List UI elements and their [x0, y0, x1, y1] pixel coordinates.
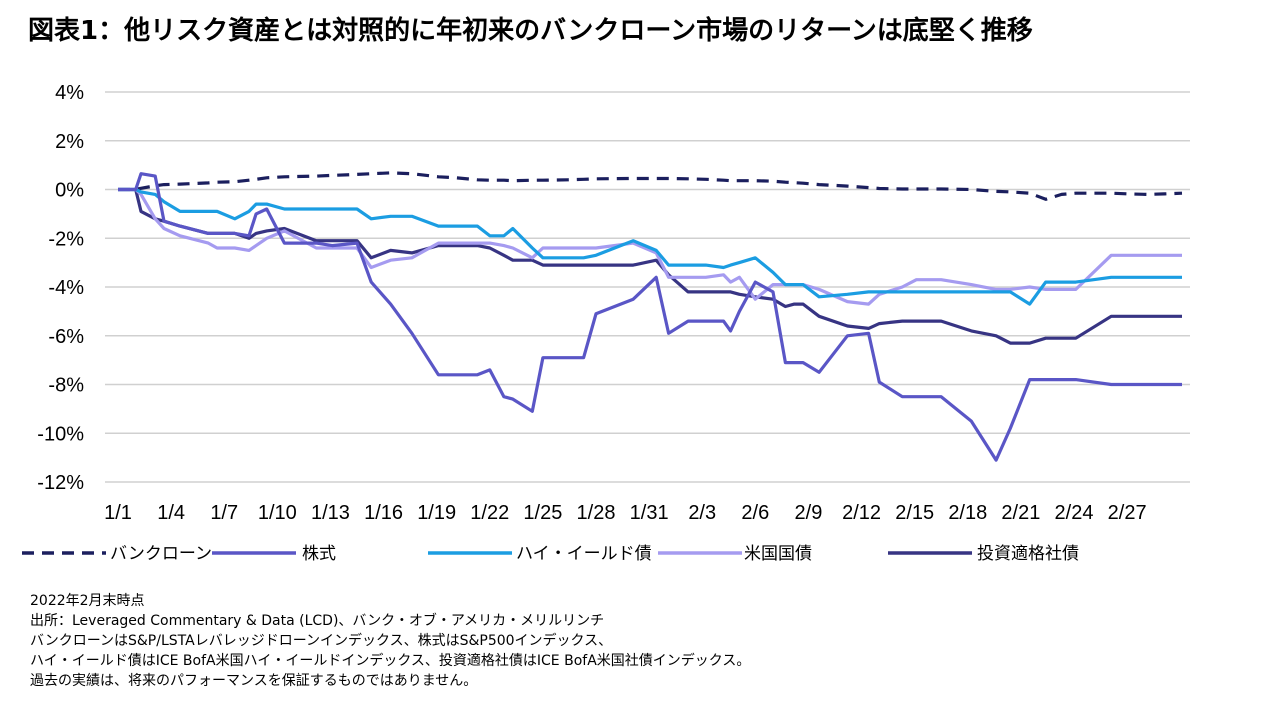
x-tick-label: 2/9	[795, 502, 823, 524]
series-line-bank-loan	[118, 171, 1183, 201]
legend-label-equity: 株式	[302, 544, 336, 564]
x-tick-label: 1/13	[311, 502, 350, 524]
y-tick-label: -12%	[37, 472, 84, 494]
legend-label-bank-loan: バンクローン	[110, 544, 212, 564]
series-lines	[118, 171, 1183, 462]
x-tick-label: 1/25	[523, 502, 562, 524]
disclaimer-note: 過去の実績は、将来のパフォーマンスを保証するものではありません。	[30, 673, 478, 689]
x-tick-label: 2/6	[741, 502, 769, 524]
x-tick-label: 2/12	[842, 502, 881, 524]
y-tick-label: 4%	[55, 82, 84, 104]
series-line-treasury	[118, 187, 1182, 306]
chart-title: 図表1：他リスク資産とは対照的に年初来のバンクローン市場のリターンは底堅く推移	[28, 16, 1033, 46]
x-tick-label: 1/22	[470, 502, 509, 524]
y-tick-label: -2%	[48, 228, 84, 250]
source-note: 出所：Leveraged Commentary & Data (LCD)、バンク…	[30, 613, 605, 629]
series-line-investment-grade	[118, 187, 1182, 345]
x-tick-label: 1/31	[630, 502, 669, 524]
index-note-1: バンクローンはS&P/LSTAレバレッジドローンインデックス、株式はS&P500…	[30, 633, 613, 649]
legend-label-investment-grade: 投資適格社債	[977, 544, 1079, 564]
x-tick-label: 1/10	[258, 502, 297, 524]
series-line-equity	[118, 172, 1182, 462]
x-tick-label: 2/24	[1055, 502, 1094, 524]
y-tick-label: -10%	[37, 423, 84, 445]
series-line-high-yield	[118, 187, 1182, 306]
x-tick-label: 1/28	[577, 502, 616, 524]
y-tick-label: -6%	[48, 326, 84, 348]
y-tick-label: 2%	[55, 131, 84, 153]
x-tick-label: 2/21	[1001, 502, 1040, 524]
x-tick-label: 2/15	[895, 502, 934, 524]
x-tick-label: 2/18	[948, 502, 987, 524]
y-axis-ticks: 4% 2% 0% -2% -4% -6% -8% -10% -12%	[37, 82, 84, 494]
x-tick-label: 1/4	[157, 502, 185, 524]
index-note-2: ハイ・イールド債はICE BofA米国ハイ・イールドインデックス、投資適格社債は…	[30, 653, 751, 669]
x-tick-label: 1/1	[104, 502, 132, 524]
y-tick-label: -8%	[48, 375, 84, 397]
x-tick-label: 1/7	[210, 502, 238, 524]
x-axis-ticks: 1/1 1/4 1/7 1/10 1/13 1/16 1/19 1/22 1/25 1/28 1/3…	[104, 502, 1146, 524]
y-tick-label: -4%	[48, 277, 84, 299]
x-tick-label: 2/27	[1108, 502, 1147, 524]
line-chart: 4% 2% 0% -2% -4% -6% -8% -10% -12% 1/1 1/4 1/7 1/10…	[22, 82, 1190, 564]
legend-label-treasury: 米国国債	[744, 544, 812, 564]
grid-lines	[105, 91, 1190, 483]
x-tick-label: 2/3	[688, 502, 716, 524]
legend-label-high-yield: ハイ・イールド債	[516, 544, 652, 564]
x-tick-label: 1/16	[364, 502, 403, 524]
x-tick-label: 1/19	[417, 502, 456, 524]
chart-notes: 2022年2月末時点 出所：Leveraged Commentary & Dat…	[30, 591, 750, 691]
as-of-note: 2022年2月末時点	[30, 593, 145, 609]
legend: バンクローン 株式 ハイ・イールド債 米国国債 投資適格社債	[22, 544, 1079, 564]
y-tick-label: 0%	[55, 180, 84, 202]
